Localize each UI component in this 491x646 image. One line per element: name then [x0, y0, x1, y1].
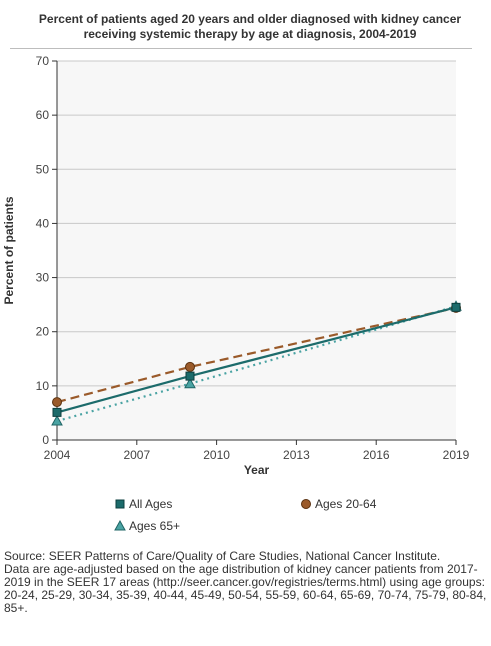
data-point-ages-20-64	[52, 397, 62, 408]
y-tick-label: 50	[36, 162, 50, 176]
x-tick-label: 2010	[203, 448, 230, 462]
legend-item-all-ages[interactable]: All Ages	[114, 497, 172, 511]
legend-label-all-ages: All Ages	[129, 497, 173, 511]
data-point-ages-65-	[51, 415, 63, 426]
line-chart: 0 10 20 30 40 50 60 70 2004 2007 2010 2013 2016 2019 Y…	[2, 54, 470, 477]
plot-area	[57, 61, 456, 440]
data-point-ages-20-64	[185, 361, 195, 372]
data-note: Data are age-adjusted based on the age d…	[4, 562, 487, 615]
data-point-ages-65-	[184, 377, 196, 389]
x-axis-title: Year	[244, 463, 270, 477]
chart-title: Percent of patients aged 20 years and ol…	[38, 12, 462, 41]
circle-marker-icon	[301, 499, 311, 509]
data-point-all-ages	[52, 407, 62, 417]
y-tick-label: 40	[36, 216, 50, 230]
y-tick-label: 20	[36, 325, 50, 339]
x-tick-label: 2016	[363, 448, 390, 462]
x-tick-label: 2004	[44, 448, 71, 462]
title-divider	[10, 48, 472, 49]
source-note: Source: SEER Patterns of Care/Quality of…	[4, 550, 488, 615]
y-tick-label: 70	[36, 54, 50, 68]
source-line: Source: SEER Patterns of Care/Quality of…	[4, 549, 441, 563]
y-tick-label: 10	[36, 379, 50, 393]
series-line-ages-20-64	[56, 306, 457, 404]
legend-label-ages-65-plus: Ages 65+	[129, 519, 181, 533]
x-tick-label: 2019	[443, 448, 470, 462]
data-point-all-ages	[185, 371, 195, 381]
legend-item-ages-65-plus[interactable]: Ages 65+	[114, 519, 180, 533]
x-tick-label: 2007	[123, 448, 150, 462]
y-tick-label: 30	[36, 271, 50, 285]
triangle-marker-icon	[114, 520, 126, 531]
y-tick-label: 0	[42, 433, 49, 447]
square-marker-icon	[115, 499, 125, 509]
data-point-all-ages	[451, 302, 461, 312]
y-tick-label: 60	[36, 108, 50, 122]
x-tick-label: 2013	[283, 448, 310, 462]
y-axis-title: Percent of patients	[2, 196, 16, 304]
legend-label-ages-20-64: Ages 20-64	[315, 497, 377, 511]
legend-item-ages-20-64[interactable]: Ages 20-64	[300, 497, 376, 511]
